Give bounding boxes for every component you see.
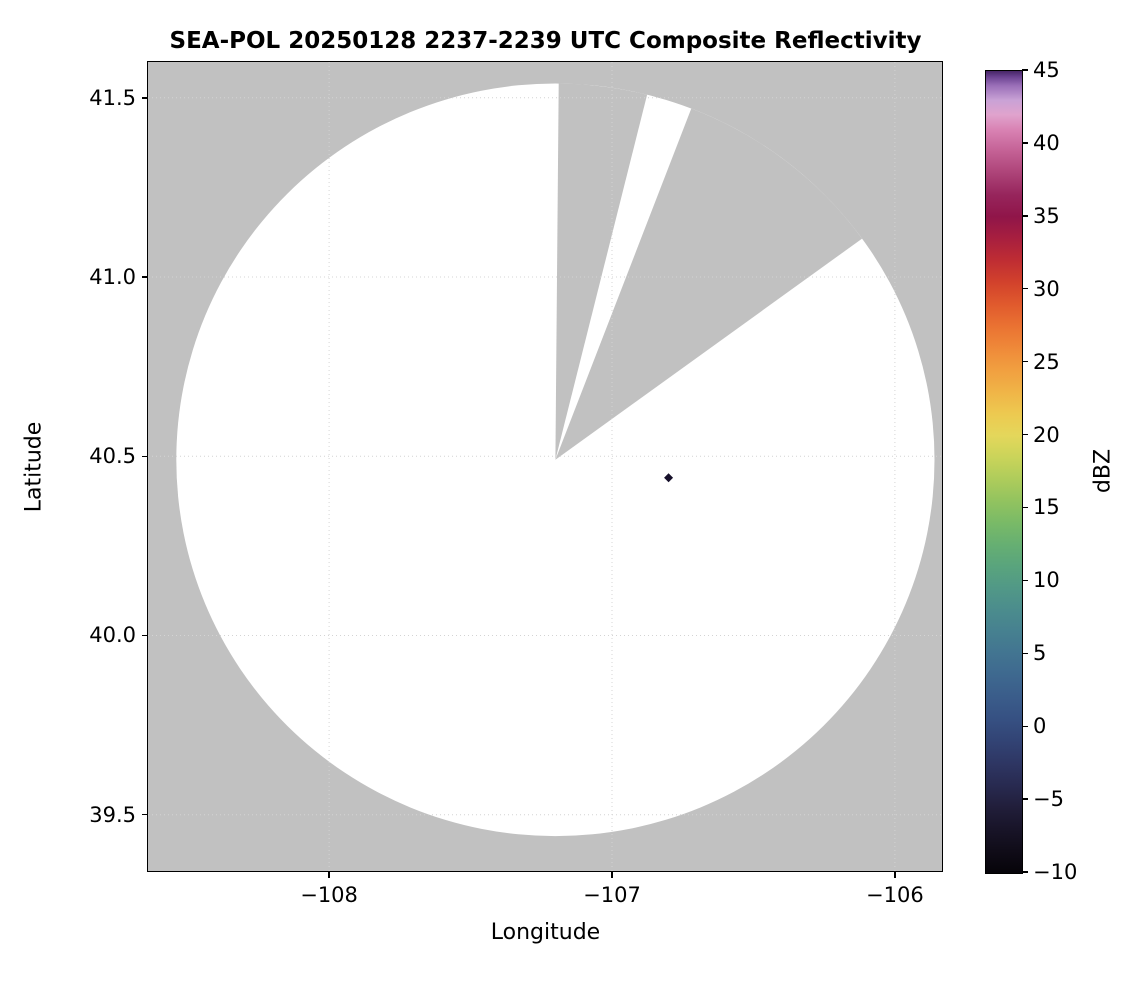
x-tick-label: −106 — [866, 883, 924, 907]
y-tick-mark — [142, 634, 148, 637]
blocked-sector — [555, 83, 648, 460]
colorbar-tick-label: 5 — [1033, 641, 1047, 666]
x-tick-mark — [611, 872, 613, 878]
colorbar-tick-mark — [1022, 433, 1028, 436]
colorbar-tick-mark — [1022, 652, 1028, 654]
colorbar-tick-mark — [1022, 361, 1028, 363]
y-tick-label: 40.5 — [89, 444, 136, 469]
colorbar-tick-mark — [1022, 142, 1028, 144]
y-tick-label: 39.5 — [89, 802, 136, 827]
x-tick-mark — [894, 872, 896, 878]
colorbar-label: dBZ — [1090, 448, 1116, 494]
blocked-sector — [555, 108, 863, 460]
chart-title: SEA-POL 20250128 2237-2239 UTC Composite… — [169, 28, 922, 54]
x-tick-label: −107 — [583, 883, 641, 907]
x-tick-mark — [328, 872, 330, 878]
colorbar-tick-label: −10 — [1033, 860, 1078, 884]
y-tick-mark — [142, 97, 148, 99]
plot-area — [148, 62, 943, 872]
x-axis-label: Longitude — [490, 920, 601, 945]
colorbar-gradient — [985, 70, 1023, 874]
colorbar-tick-label: 45 — [1033, 58, 1060, 82]
colorbar-tick-label: 20 — [1033, 422, 1060, 447]
colorbar-tick-mark — [1022, 725, 1028, 727]
y-tick-mark — [142, 455, 148, 457]
colorbar-tick-label: −5 — [1033, 787, 1064, 812]
colorbar-tick-label: 30 — [1033, 276, 1060, 301]
y-tick-label: 41.5 — [89, 85, 136, 110]
y-tick-mark — [142, 276, 148, 278]
y-tick-label: 40.0 — [89, 623, 136, 648]
colorbar-tick-label: 0 — [1033, 714, 1047, 739]
colorbar-tick-mark — [1022, 798, 1028, 800]
colorbar-tick-mark — [1022, 579, 1028, 582]
colorbar-tick-label: 10 — [1033, 568, 1060, 593]
echo-point — [664, 473, 674, 483]
colorbar-tick-label: 35 — [1033, 203, 1060, 228]
colorbar-tick-mark — [1022, 871, 1028, 873]
y-tick-mark — [142, 814, 148, 816]
radar-coverage-map — [148, 62, 943, 872]
y-tick-label: 41.0 — [89, 265, 136, 290]
colorbar-tick-label: 40 — [1033, 130, 1060, 155]
colorbar-tick-mark — [1022, 288, 1028, 290]
x-tick-label: −108 — [300, 883, 358, 907]
colorbar-tick-label: 15 — [1033, 495, 1060, 520]
colorbar-tick-label: 25 — [1033, 349, 1060, 374]
colorbar-tick-mark — [1022, 69, 1028, 71]
colorbar-tick-mark — [1022, 215, 1028, 217]
colorbar-tick-mark — [1022, 506, 1028, 509]
